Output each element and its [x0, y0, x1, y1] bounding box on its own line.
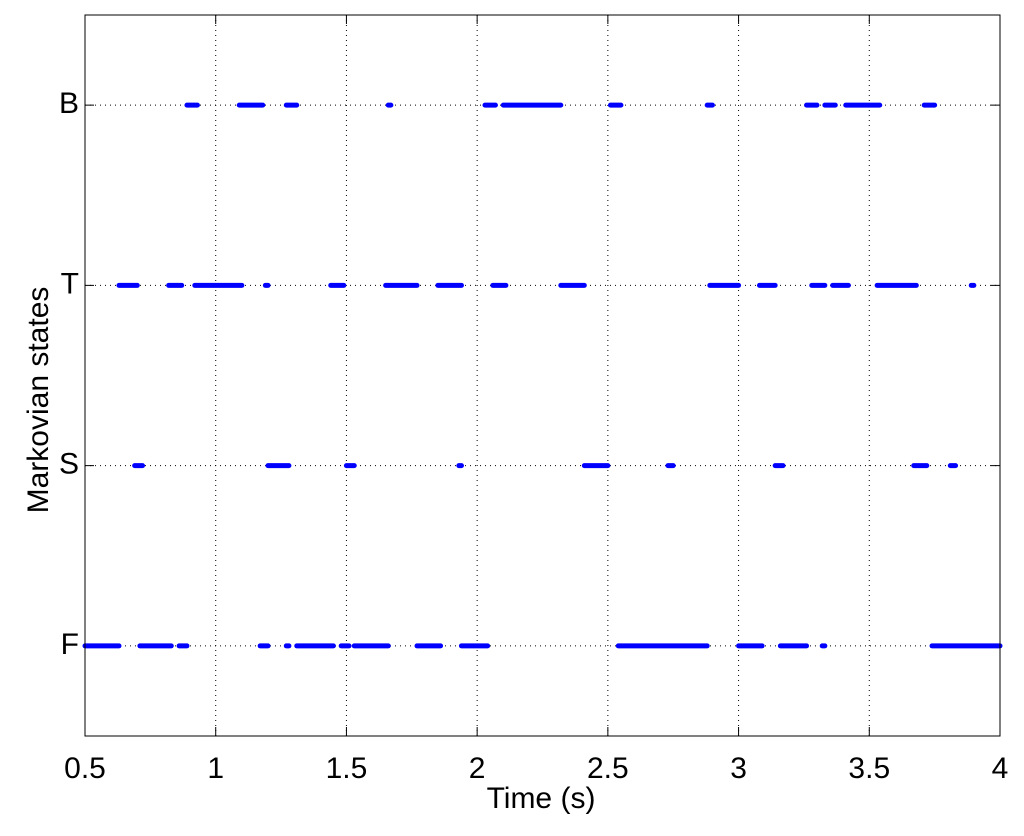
x-tick-label: 1 — [207, 752, 224, 785]
x-tick-label: 0.5 — [64, 752, 106, 785]
y-tick-label: F — [61, 628, 79, 661]
x-tick-label: 3.5 — [848, 752, 890, 785]
y-tick-label: S — [59, 448, 79, 481]
x-tick-label: 2 — [469, 752, 486, 785]
x-axis-label: Time (s) — [487, 782, 596, 815]
y-tick-label: B — [59, 87, 79, 120]
x-tick-label: 2.5 — [587, 752, 629, 785]
x-tick-label: 4 — [992, 752, 1009, 785]
y-axis-label: Markovian states — [22, 287, 55, 514]
plot-area — [85, 15, 1000, 736]
x-tick-label: 1.5 — [326, 752, 368, 785]
x-tick-label: 3 — [730, 752, 747, 785]
y-tick-label: T — [61, 267, 79, 300]
plot-frame — [84, 14, 1001, 737]
